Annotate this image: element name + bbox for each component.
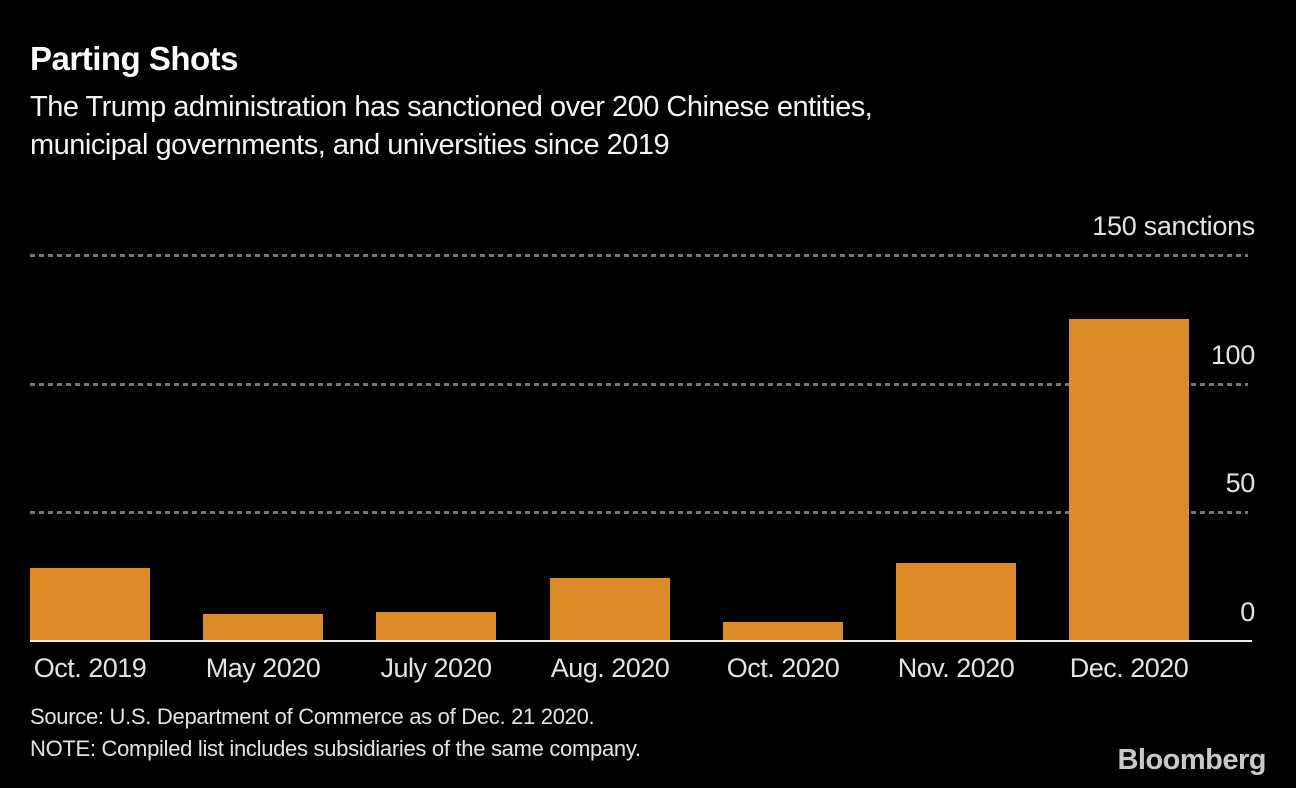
bar-oct-2020 [723, 622, 843, 640]
y-axis-tick-label-150: 150 sanctions [1092, 211, 1255, 241]
bar-nov-2020 [896, 563, 1016, 640]
x-axis-tick-label-dec-2020: Dec. 2020 [1069, 653, 1189, 683]
gridline-100 [30, 383, 1248, 386]
bar-july-2020 [376, 612, 496, 640]
gridline-50 [30, 511, 1248, 514]
x-axis-tick-label-may-2020: May 2020 [205, 653, 321, 683]
chart-subtitle-line-2: municipal governments, and universities … [30, 129, 670, 161]
x-axis-tick-label-oct-2019: Oct. 2019 [33, 653, 147, 683]
chart-subtitle-line-1: The Trump administration has sanctioned … [30, 91, 873, 123]
x-axis-tick-label-oct-2020: Oct. 2020 [726, 653, 840, 683]
y-axis-tick-label-0: 0 [1240, 597, 1255, 627]
chart-subtitle: The Trump administration has sanctioned … [30, 88, 873, 164]
x-axis-tick-label-aug-2020: Aug. 2020 [550, 653, 670, 683]
bloomberg-logo: Bloomberg [1117, 744, 1266, 776]
source-note: Source: U.S. Department of Commerce as o… [30, 704, 595, 729]
chart-title: Parting Shots [30, 40, 239, 77]
bar-may-2020 [203, 614, 323, 640]
bar-oct-2019 [30, 568, 150, 640]
bar-dec-2020 [1069, 319, 1189, 640]
y-axis-tick-label-50: 50 [1225, 468, 1256, 498]
x-axis-tick-label-nov-2020: Nov. 2020 [897, 653, 1015, 683]
bar-aug-2020 [550, 578, 670, 640]
x-axis-line [30, 640, 1252, 642]
footnote: NOTE: Compiled list includes subsidiarie… [30, 736, 641, 761]
x-axis-tick-label-july-2020: July 2020 [380, 653, 492, 683]
y-axis-tick-label-100: 100 [1210, 340, 1255, 370]
gridline-150 [30, 254, 1248, 257]
